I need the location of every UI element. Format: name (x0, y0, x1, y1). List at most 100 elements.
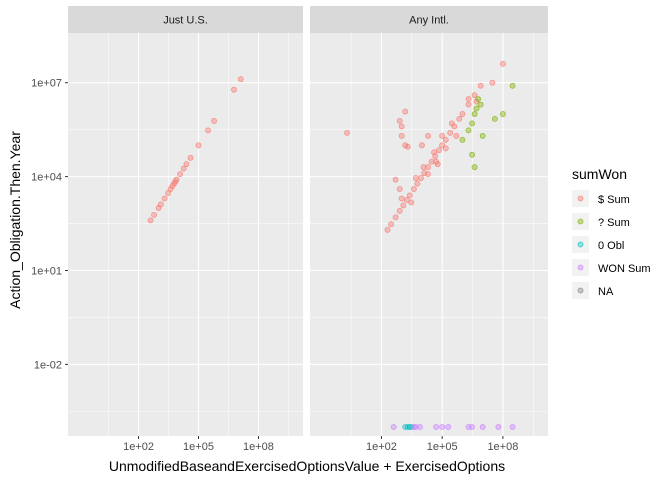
x-tick-label: 1e+02 (123, 441, 154, 453)
x-tick-label: 1e+02 (366, 441, 397, 453)
legend-swatch (577, 241, 584, 248)
data-point (442, 136, 449, 143)
data-point (180, 165, 187, 172)
data-point (237, 76, 244, 83)
data-point (491, 115, 498, 122)
data-point (400, 202, 407, 209)
data-point (418, 175, 424, 181)
data-point (439, 132, 446, 139)
data-point (183, 161, 190, 168)
data-point (151, 211, 157, 218)
data-point (477, 101, 484, 108)
legend-key (572, 213, 589, 230)
legend-swatch (577, 218, 584, 225)
panel-background (68, 33, 303, 436)
legend-label: WON Sum (598, 263, 651, 275)
data-point (211, 118, 217, 124)
legend-key (572, 236, 589, 253)
data-point (425, 164, 431, 171)
legend-swatch (577, 287, 584, 294)
data-point (392, 176, 399, 183)
data-point (447, 129, 454, 136)
data-point (477, 82, 484, 89)
data-point (428, 158, 435, 165)
x-axis-title: UnmodifiedBaseandExercisedOptionsValue +… (109, 458, 505, 474)
data-point (408, 199, 415, 206)
x-tick-label: 1e+05 (183, 441, 214, 453)
y-tick-label: 1e+04 (31, 172, 62, 184)
data-point (419, 142, 425, 149)
data-point (431, 149, 438, 156)
facet-panel-1: Just U.S. (68, 6, 303, 436)
data-point (410, 424, 417, 430)
legend-label: 0 Obl (598, 240, 624, 252)
data-point (489, 79, 496, 86)
data-point (442, 145, 449, 152)
data-point (469, 151, 475, 158)
data-point (420, 164, 427, 171)
data-point (439, 424, 446, 430)
legend-title: sumWon (572, 166, 627, 182)
data-point (495, 424, 502, 430)
panels: Just U.S. Any Intl. (68, 6, 548, 436)
data-point (388, 221, 394, 228)
data-point (398, 132, 405, 139)
legend-swatch (577, 264, 584, 271)
facet-panel-2: Any Intl. (310, 6, 548, 436)
data-point (187, 154, 194, 161)
facet-strip (68, 6, 303, 33)
x-tick-label: 1e+05 (427, 441, 458, 453)
data-point (231, 86, 237, 93)
legend-key (572, 259, 589, 276)
legend-key (572, 282, 589, 299)
data-point (414, 180, 421, 187)
y-axis-title: Action_Obligation.Then.Year (7, 131, 23, 309)
data-point (465, 127, 472, 134)
data-point (417, 424, 423, 430)
data-point (469, 120, 475, 127)
data-points (147, 60, 516, 430)
data-point (473, 105, 480, 112)
data-point (390, 424, 397, 430)
data-point (398, 195, 405, 202)
data-point (465, 101, 472, 108)
data-point (412, 424, 419, 430)
data-point (406, 192, 413, 199)
legend-key (572, 190, 589, 207)
data-point (157, 201, 164, 208)
data-point (425, 132, 431, 139)
legend: sumWon $ Sum ? Sum 0 Obl WON Sum NA (572, 166, 651, 299)
data-point (453, 132, 460, 139)
y-tick-label: 1e+07 (31, 78, 62, 90)
data-point (509, 82, 516, 89)
facet-label: Just U.S. (163, 15, 208, 27)
data-point (448, 120, 455, 127)
data-point (456, 115, 463, 122)
axes: 1e+02 1e+05 1e+08 1e+02 1e+05 1e+08 1e-02 1e+01… (31, 78, 518, 453)
data-point (499, 60, 506, 67)
panel-background (310, 33, 548, 436)
facet-label: Any Intl. (409, 15, 449, 27)
data-point (465, 96, 472, 102)
data-point (479, 132, 486, 139)
y-tick-label: 1e-02 (34, 359, 62, 371)
data-point (147, 217, 154, 224)
legend-label: NA (598, 286, 614, 298)
data-point (195, 142, 202, 149)
data-point (475, 96, 482, 102)
data-point (410, 186, 417, 192)
data-point (459, 111, 466, 117)
data-point (471, 111, 478, 117)
data-point (396, 186, 403, 192)
y-tick-label: 1e+01 (31, 266, 62, 278)
data-point (412, 175, 419, 181)
data-point (396, 208, 403, 214)
data-point (445, 424, 452, 430)
legend-label: ? Sum (598, 217, 630, 229)
data-point (403, 197, 410, 203)
data-point (471, 164, 478, 171)
data-point (425, 171, 431, 178)
data-point (479, 424, 486, 430)
data-point (433, 424, 439, 430)
